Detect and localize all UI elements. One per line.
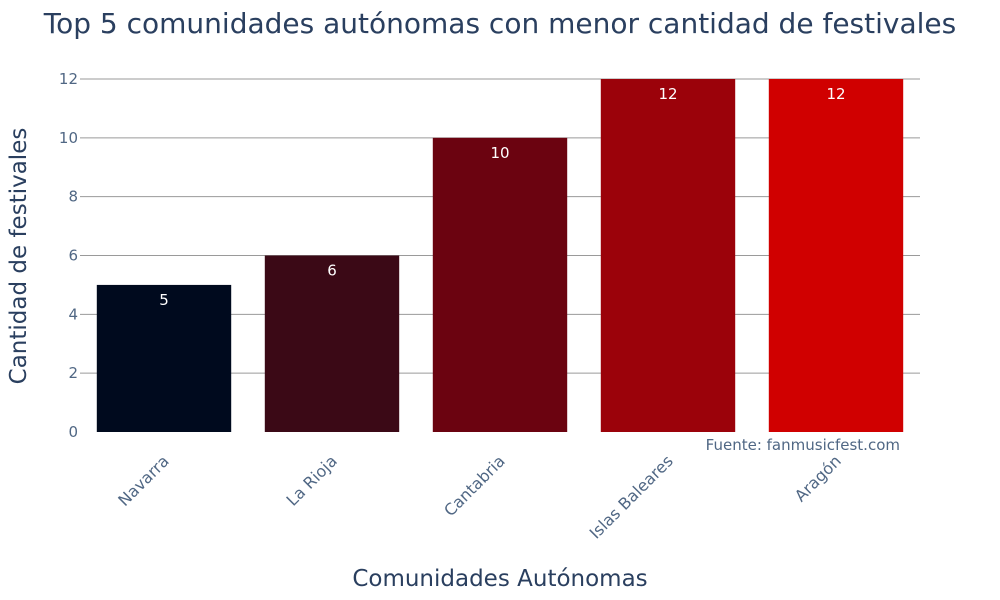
source-annotation: Fuente: fanmusicfest.com	[706, 436, 900, 454]
x-tick-label: La Rioja	[283, 451, 341, 509]
bar	[768, 79, 904, 432]
x-axis-ticks: Navarra La Rioja Cantabria Islas Baleares Ar…	[114, 451, 845, 542]
y-tick-label: 6	[68, 247, 78, 265]
x-tick-label: Cantabria	[440, 451, 509, 520]
bar-value-labels: 5 6 10 12 12	[159, 85, 845, 309]
bar	[96, 284, 232, 432]
y-tick-label: 12	[59, 70, 78, 88]
bar	[264, 255, 400, 432]
bar-value-label: 10	[490, 144, 509, 162]
y-axis-title: Cantidad de festivales	[6, 128, 32, 385]
x-axis-title: Comunidades Autónomas	[352, 566, 647, 592]
bars	[96, 79, 904, 433]
x-tick-label: Navarra	[114, 451, 173, 510]
y-axis-ticks: 0 2 4 6 8 10 12	[59, 70, 78, 441]
bar-value-label: 12	[658, 85, 677, 103]
bar-value-label: 5	[159, 291, 169, 309]
x-tick-label: Islas Baleares	[586, 451, 677, 542]
x-tick-label: Aragón	[791, 451, 845, 505]
bar	[432, 137, 568, 433]
chart-title: Top 5 comunidades autónomas con menor ca…	[43, 7, 956, 40]
y-tick-label: 10	[59, 129, 78, 147]
y-tick-label: 0	[68, 423, 78, 441]
y-tick-label: 8	[68, 188, 78, 206]
y-tick-label: 4	[68, 305, 78, 323]
bar-value-label: 6	[327, 262, 337, 280]
bar	[600, 79, 736, 432]
y-tick-label: 2	[68, 364, 78, 382]
bar-value-label: 12	[826, 85, 845, 103]
